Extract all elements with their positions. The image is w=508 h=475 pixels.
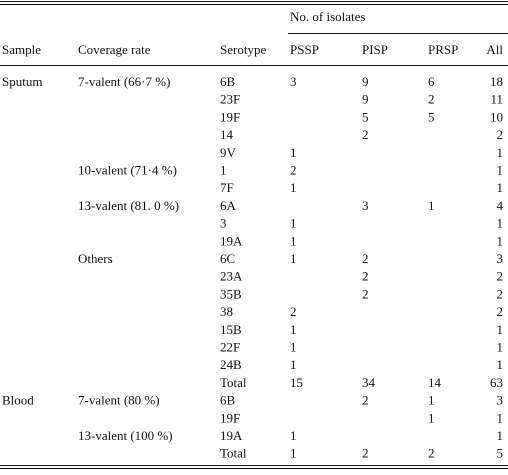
cell: 1 (428, 410, 435, 425)
cell: 4 (497, 198, 504, 213)
cell: 1 (428, 393, 435, 408)
cell: 1 (290, 322, 297, 337)
cell: 19F (220, 109, 240, 124)
column-header: PSSP (290, 42, 319, 57)
cell: 2 (362, 446, 369, 461)
cell: 1 (497, 145, 504, 160)
cell: 2 (362, 251, 369, 266)
cell: 24B (220, 357, 242, 372)
cell: Others (78, 251, 113, 266)
cell: 1 (497, 322, 504, 337)
cell: 2 (428, 446, 435, 461)
cell: 5 (497, 446, 504, 461)
cell: 1 (220, 162, 227, 177)
cell: 3 (497, 251, 504, 266)
cell: 1 (497, 162, 504, 177)
cell: 7-valent (66·7 %) (78, 74, 170, 89)
cell: 1 (497, 339, 504, 354)
cell: 23F (220, 92, 240, 107)
cell: 13-valent (100 %) (78, 428, 173, 443)
cell: 1 (428, 198, 435, 213)
cell: 10 (490, 109, 503, 124)
cell: 3 (290, 74, 297, 89)
cell: 5 (362, 109, 369, 124)
cell: Blood (2, 393, 34, 408)
cell: 13-valent (81. 0 %) (78, 198, 179, 213)
cell: 1 (290, 357, 297, 372)
cell: 14 (428, 375, 442, 390)
column-header: PISP (362, 42, 388, 57)
column-header: Sample (2, 42, 41, 57)
cell: 1 (290, 339, 297, 354)
cell: Total (220, 446, 247, 461)
cell: 18 (490, 74, 503, 89)
cell: 1 (497, 410, 504, 425)
cell: 2 (497, 286, 504, 301)
cell: Total (220, 375, 247, 390)
cell: 1 (290, 428, 297, 443)
cell: 15 (290, 375, 303, 390)
cell: 3 (362, 198, 369, 213)
cell: 1 (497, 180, 504, 195)
cell: 6A (220, 198, 237, 213)
cell: 2 (362, 393, 369, 408)
cell: 15B (220, 322, 242, 337)
cell: 6C (220, 251, 235, 266)
cell: 2 (362, 286, 369, 301)
cell: 2 (497, 304, 504, 319)
cell: 2 (362, 269, 369, 284)
cell: 23A (220, 269, 243, 284)
cell: 19F (220, 410, 240, 425)
cell: 9 (362, 74, 369, 89)
cell: 1 (290, 180, 297, 195)
cell: 22F (220, 339, 240, 354)
cell: 63 (490, 375, 503, 390)
cell: 1 (290, 446, 297, 461)
cell: 14 (220, 127, 234, 142)
cell: 1 (497, 233, 504, 248)
cell: 1 (497, 428, 504, 443)
cell: 6B (220, 393, 236, 408)
cell: 1 (497, 357, 504, 372)
cell: 5 (428, 109, 435, 124)
column-header: PRSP (428, 42, 458, 57)
cell: 2 (362, 127, 369, 142)
cell: 2 (290, 304, 297, 319)
cell: 2 (497, 269, 504, 284)
cell: 7F (220, 180, 234, 195)
column-header: Serotype (220, 42, 266, 57)
cell: 6 (428, 74, 435, 89)
cell: 1 (290, 233, 297, 248)
group-header: No. of isolates (290, 9, 365, 24)
cell: 2 (428, 92, 435, 107)
cell: 1 (290, 145, 297, 160)
cell: 11 (490, 92, 503, 107)
cell: 35B (220, 286, 242, 301)
cell: 1 (497, 216, 504, 231)
cell: 19A (220, 428, 243, 443)
cell: Sputum (2, 74, 42, 89)
cell: 2 (497, 127, 504, 142)
cell: 2 (290, 162, 297, 177)
cell: 10-valent (71·4 %) (78, 162, 177, 177)
cell: 19A (220, 233, 243, 248)
cell: 6B (220, 74, 236, 89)
cell: 9 (362, 92, 369, 107)
cell: 9V (220, 145, 237, 160)
cell: 3 (220, 216, 227, 231)
cell: 1 (290, 216, 297, 231)
cell: 1 (290, 251, 297, 266)
cell: 7-valent (80 %) (78, 393, 160, 408)
cell: 38 (220, 304, 233, 319)
cell: 34 (362, 375, 376, 390)
cell: 3 (497, 393, 504, 408)
column-header: Coverage rate (78, 42, 151, 57)
column-header: All (486, 42, 503, 57)
